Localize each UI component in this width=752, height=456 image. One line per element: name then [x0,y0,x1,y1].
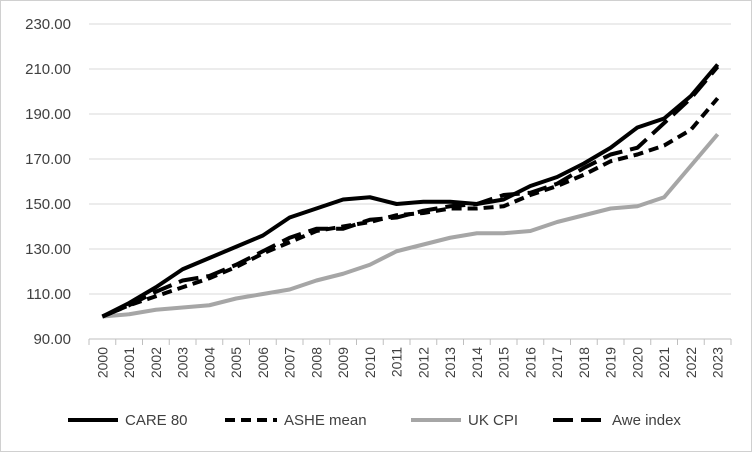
y-axis-ticks: 90.00 110.00 130.00 150.00 170.00 190.00 210.0… [25,16,71,348]
x-tick-label: 2007 [282,347,298,378]
x-tick-label: 2019 [603,347,619,378]
legend-label-ashe-mean: ASHE mean [284,412,367,429]
legend-item-awe-index: Awe index [553,412,681,429]
y-tick-label: 190.00 [25,106,71,123]
x-tick-label: 2017 [549,347,565,378]
x-tick-label: 2023 [710,347,726,378]
y-tick-label: 110.00 [26,286,71,303]
legend-item-care80: CARE 80 [68,412,188,429]
y-tick-label: 130.00 [25,241,71,258]
x-tick-label: 2022 [683,347,699,378]
x-tick-label: 2012 [415,347,431,378]
gridlines [89,23,731,295]
series-line-care80 [101,63,720,319]
legend-label-care80: CARE 80 [125,412,188,429]
x-tick-label: 2021 [656,347,672,378]
x-tick-label: 2005 [228,347,244,378]
x-tick-label: 2009 [335,347,351,378]
x-tick-label: 2000 [94,347,110,378]
y-tick-label: 90.00 [33,331,71,348]
x-tick-label: 2014 [469,347,485,378]
legend: CARE 80 ASHE mean UK CPI Awe index [68,412,681,429]
series-line-uk-cpi [102,132,720,319]
x-axis [88,338,732,345]
x-tick-label: 2018 [576,347,592,378]
x-tick-label: 2002 [148,347,164,378]
series-line-awe-index [101,65,720,319]
x-tick-label: 2013 [442,347,458,378]
x-tick-label: 2010 [362,347,378,378]
legend-item-ashe-mean: ASHE mean [225,412,367,429]
x-tick-label: 2008 [308,347,324,378]
x-tick-label: 2011 [389,347,405,377]
x-tick-label: 2001 [121,347,137,378]
x-tick-label: 2015 [496,347,512,378]
legend-item-uk-cpi: UK CPI [411,412,518,429]
x-tick-label: 2003 [175,347,191,378]
x-axis-ticks: 2000 2001 2002 2003 2004 2005 2006 2007 2008 2009… [94,347,725,378]
legend-label-awe-index: Awe index [612,412,681,429]
y-tick-label: 210.00 [25,61,71,78]
x-tick-label: 2020 [629,347,645,378]
y-tick-label: 150.00 [25,196,71,213]
y-tick-label: 230.00 [25,16,71,33]
x-tick-label: 2004 [201,347,217,378]
x-tick-label: 2006 [255,347,271,378]
series-lines [101,63,720,319]
legend-label-uk-cpi: UK CPI [468,412,518,429]
x-tick-label: 2016 [522,347,538,378]
y-tick-label: 170.00 [25,151,71,168]
